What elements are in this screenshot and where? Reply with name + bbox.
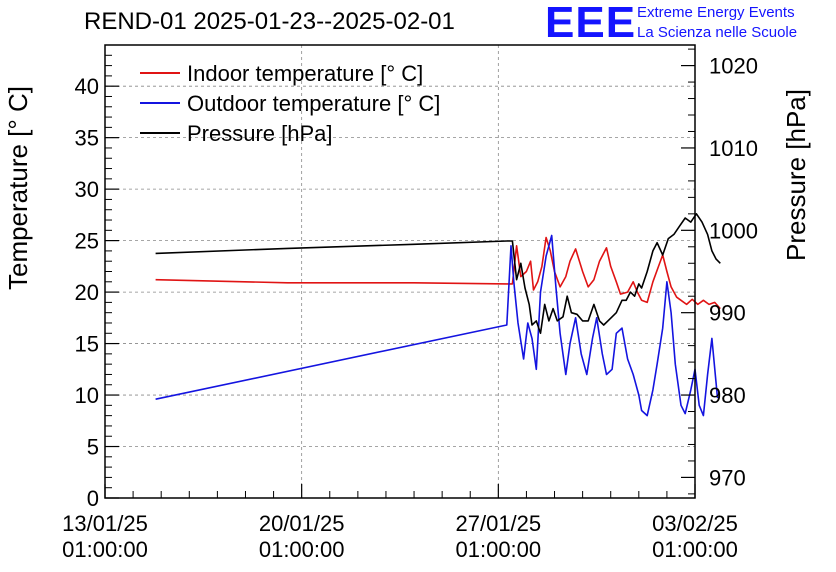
series-lines [155,213,721,417]
y-tick-label: 20 [75,280,99,305]
series-line-1 [155,234,719,417]
y-axis-label: Temperature [° C] [3,86,33,290]
y2-tick-label: 1000 [709,218,758,243]
y-tick-label: 35 [75,126,99,151]
x-tick-label-time: 01:00:00 [652,537,738,562]
y-tick-label: 25 [75,229,99,254]
legend: Indoor temperature [° C] Outdoor temperat… [140,61,440,146]
y2-tick-label: 1010 [709,136,758,161]
y-tick-label: 5 [87,435,99,460]
y-tick-label: 0 [87,486,99,511]
legend-label: Pressure [hPa] [187,121,333,146]
y-tick-label: 15 [75,332,99,357]
brand-line-2: La Scienza nelle Scuole [637,24,798,41]
x-tick-label-date: 13/01/25 [62,511,148,536]
x-tick-label-time: 01:00:00 [456,537,542,562]
eee-logo: EEE [545,0,637,47]
axes: 0 5 10 15 20 25 30 35 40 970 980 990 1000 1010 1020 13/… [3,44,811,562]
chart-title: REND-01 2025-01-23--2025-02-01 [84,8,455,35]
y2-axis-label: Pressure [hPa] [781,89,811,261]
y-tick-label: 30 [75,177,99,202]
y-tick-label: 40 [75,74,99,99]
series-line-0 [155,236,721,310]
y2-tick-label: 970 [709,465,746,490]
y-tick-label: 10 [75,383,99,408]
x-tick-label-date: 20/01/25 [259,511,345,536]
grid [105,45,695,498]
x-tick-label-date: 27/01/25 [456,511,542,536]
legend-label: Outdoor temperature [° C] [187,91,440,116]
x-tick-label-time: 01:00:00 [62,537,148,562]
brand-line-1: Extreme Energy Events [637,4,795,21]
series-line-2 [155,213,721,335]
y2-tick-label: 1020 [709,54,758,79]
x-tick-label-time: 01:00:00 [259,537,345,562]
y2-tick-label: 990 [709,301,746,326]
x-tick-label-date: 03/02/25 [652,511,738,536]
legend-label: Indoor temperature [° C] [187,61,423,86]
y2-tick-label: 980 [709,383,746,408]
